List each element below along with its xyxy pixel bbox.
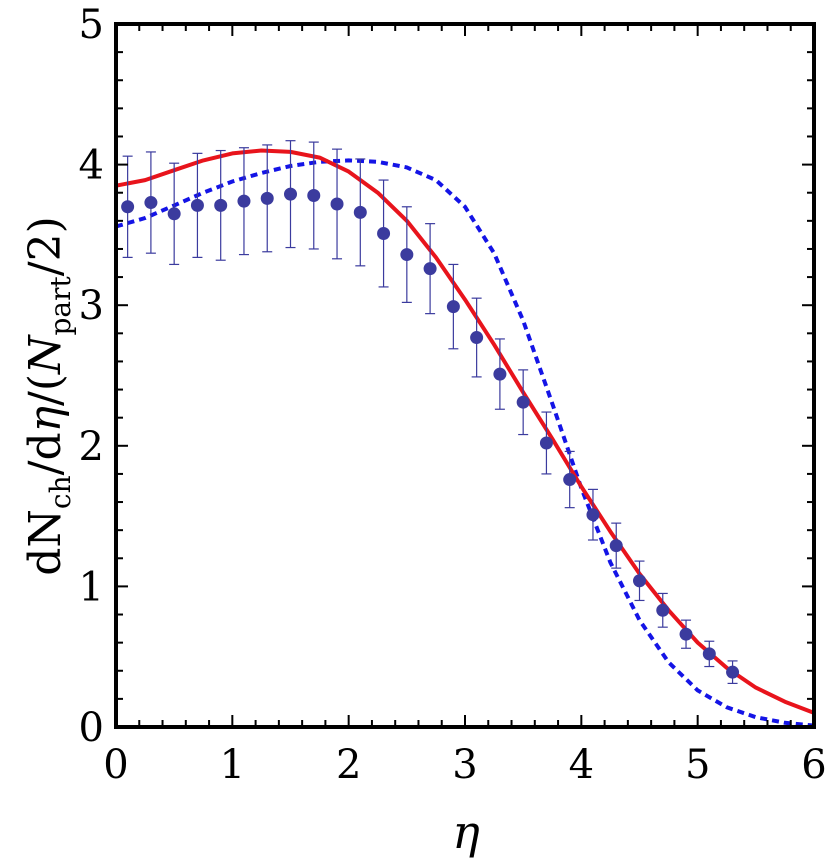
y-tick-labels: 0 1 2 3 4 5 — [79, 2, 104, 751]
point-marker — [377, 226, 391, 240]
point-marker — [214, 198, 228, 212]
point-marker — [609, 539, 623, 553]
ylabel-sub-part: part — [44, 275, 77, 335]
point-marker — [330, 197, 344, 211]
point-marker — [423, 262, 437, 276]
data-point — [144, 151, 158, 254]
data-point — [330, 148, 344, 260]
x-tick-label: 3 — [452, 742, 477, 788]
point-marker — [726, 665, 740, 679]
y-tick-label: 0 — [79, 705, 104, 751]
point-marker — [493, 367, 507, 381]
data-point — [493, 338, 507, 410]
data-point — [586, 488, 600, 541]
point-marker — [679, 627, 693, 641]
y-tick-label: 2 — [79, 424, 104, 470]
data-point — [446, 263, 460, 350]
data-point — [679, 619, 693, 649]
dashed-curve-layer — [115, 158, 815, 728]
data-point — [214, 149, 228, 261]
y-tick-label: 3 — [79, 283, 104, 329]
data-point — [539, 411, 553, 475]
data-point — [167, 162, 181, 266]
point-marker — [307, 189, 321, 203]
point-marker — [563, 473, 577, 487]
dashed-model-curve — [115, 158, 815, 728]
data-point — [470, 297, 484, 378]
point-marker — [284, 187, 297, 201]
point-marker — [144, 196, 158, 210]
ylabel-sub-ch: ch — [44, 475, 77, 509]
ylabel-part-2: /d — [20, 432, 71, 475]
ylabel-part-4: /2) — [20, 216, 71, 276]
x-tick-label: 1 — [220, 742, 245, 788]
data-point — [633, 560, 646, 602]
data-point — [516, 369, 530, 436]
x-tick-label: 6 — [801, 742, 826, 788]
point-marker — [702, 647, 716, 661]
solid-model-curve — [115, 148, 815, 715]
ylabel-italic-n: N — [20, 334, 71, 375]
x-tick-labels: 0 1 2 3 4 5 6 — [103, 742, 826, 788]
data-point — [609, 522, 623, 569]
point-marker — [470, 331, 484, 345]
x-tick-label: 2 — [336, 742, 361, 788]
point-marker — [539, 436, 553, 450]
data-point — [307, 141, 321, 250]
data-point — [377, 179, 391, 288]
plot-frame — [114, 22, 816, 729]
x-axis-label: η — [452, 805, 480, 859]
y-tick-label: 1 — [79, 564, 104, 610]
point-marker — [260, 191, 274, 205]
point-marker — [633, 574, 646, 588]
data-point — [121, 155, 135, 258]
point-marker — [516, 395, 530, 409]
data-point — [237, 147, 251, 256]
point-marker — [237, 194, 251, 208]
ylabel-eta: η — [20, 406, 71, 432]
data-point — [423, 223, 437, 315]
data-point — [353, 158, 367, 267]
data-points-layer — [121, 140, 740, 685]
y-tick-label: 5 — [79, 2, 104, 48]
data-point — [190, 152, 204, 258]
point-marker — [656, 603, 670, 617]
y-tick-label: 4 — [79, 143, 104, 189]
point-marker — [190, 198, 204, 212]
data-point — [563, 450, 577, 509]
ticks-layer — [115, 23, 815, 728]
solid-curve-layer — [115, 148, 815, 715]
ylabel-part-3: /( — [20, 374, 71, 406]
point-marker — [586, 508, 600, 522]
data-point — [656, 592, 670, 628]
data-point — [702, 640, 716, 668]
data-point — [400, 206, 414, 303]
point-marker — [121, 200, 135, 214]
data-point — [260, 144, 274, 253]
x-tick-label: 4 — [569, 742, 594, 788]
point-marker — [167, 207, 181, 221]
point-marker — [400, 248, 414, 262]
point-marker — [353, 205, 367, 219]
point-marker — [446, 300, 460, 314]
x-tick-label: 5 — [685, 742, 710, 788]
data-point — [284, 140, 297, 249]
data-point — [726, 660, 740, 685]
x-tick-label: 0 — [103, 742, 128, 788]
ylabel-part-1: dN — [20, 509, 71, 576]
y-axis-label: dNch/dη/(Npart/2) — [20, 216, 77, 576]
